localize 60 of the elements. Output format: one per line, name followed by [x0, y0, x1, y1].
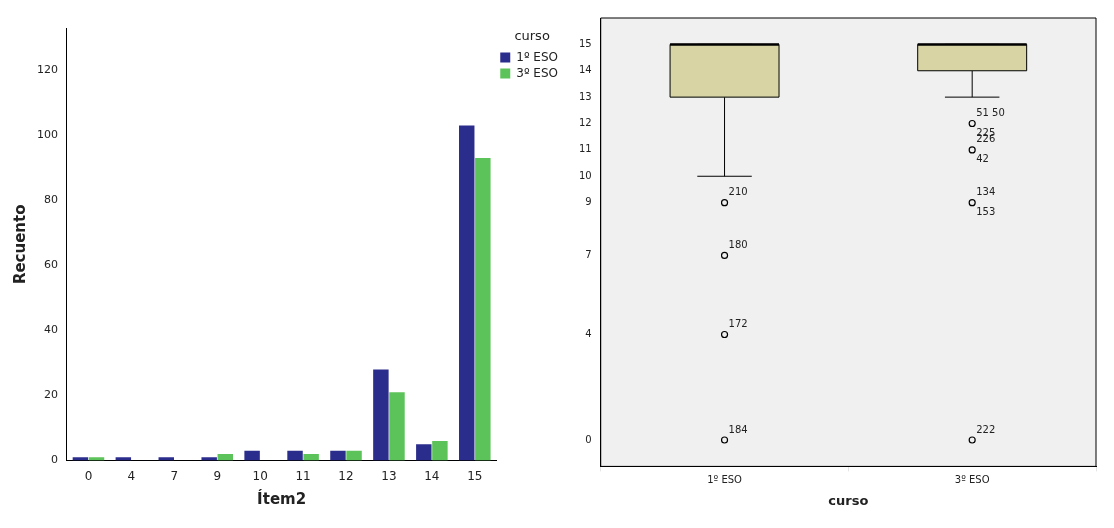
- annotation: 184: [728, 423, 748, 435]
- y-tick-label: 120: [37, 63, 58, 77]
- bar: [475, 158, 491, 461]
- bar: [459, 125, 475, 461]
- x-tick-label: 4: [127, 468, 136, 483]
- bar: [287, 450, 303, 461]
- x-tick-label: 9: [213, 468, 222, 483]
- bar: [88, 457, 105, 461]
- y-tick-label: 80: [44, 193, 58, 207]
- y-tick-label: 14: [578, 64, 592, 76]
- x-axis-title: curso: [828, 492, 869, 508]
- annotation: 42: [976, 153, 989, 165]
- y-tick-label: 10: [578, 169, 592, 181]
- x-axis-title: Ítem2: [257, 488, 307, 508]
- y-tick-label: 13: [578, 90, 592, 102]
- bar: [115, 457, 132, 461]
- bar: [72, 457, 89, 461]
- y-tick-label: 20: [44, 388, 58, 402]
- annotation: 172: [728, 318, 748, 330]
- x-tick-label: 7: [170, 468, 179, 483]
- annotation: 210: [728, 186, 748, 198]
- x-tick-label: 12: [338, 468, 354, 483]
- x-tick-label: 11: [295, 468, 311, 483]
- bar: [244, 450, 260, 461]
- legend-label: 1º ESO: [516, 49, 558, 64]
- x-tick-label: 13: [381, 468, 397, 483]
- x-tick-label: 1º ESO: [707, 473, 743, 485]
- bar: [389, 392, 405, 461]
- legend-label: 3º ESO: [516, 65, 558, 80]
- y-tick-label: 100: [37, 128, 58, 142]
- annotation: 153: [976, 206, 996, 218]
- bar: [432, 441, 448, 461]
- annotation: 222: [976, 423, 996, 435]
- bar: [158, 457, 174, 461]
- bar: [346, 450, 362, 461]
- y-tick-label: 0: [585, 433, 592, 445]
- y-tick-label: 12: [578, 117, 592, 129]
- y-tick-label: 0: [51, 453, 58, 467]
- y-axis-title: Recuento: [10, 204, 29, 285]
- y-tick-label: 4: [585, 328, 592, 340]
- bar: [303, 454, 319, 461]
- bar: [201, 457, 217, 461]
- y-tick-label: 7: [585, 248, 592, 260]
- y-tick-label: 11: [578, 143, 592, 155]
- y-tick-label: 15: [578, 37, 592, 49]
- annotation: 51 50: [976, 107, 1005, 119]
- x-tick-label: 10: [252, 468, 268, 483]
- y-tick-label: 9: [585, 196, 592, 208]
- annotation: 180: [728, 238, 748, 250]
- legend-title: curso: [514, 27, 550, 43]
- x-tick-label: 14: [424, 468, 440, 483]
- bar: [416, 444, 432, 461]
- bar: [330, 450, 346, 461]
- annotation: 134: [976, 186, 996, 198]
- x-tick-label: 15: [467, 468, 483, 483]
- x-tick-label: 3º ESO: [954, 473, 990, 485]
- x-tick-label: 0: [84, 468, 93, 483]
- y-tick-label: 40: [44, 323, 58, 337]
- y-tick-label: 60: [44, 258, 58, 272]
- bar: [373, 369, 389, 461]
